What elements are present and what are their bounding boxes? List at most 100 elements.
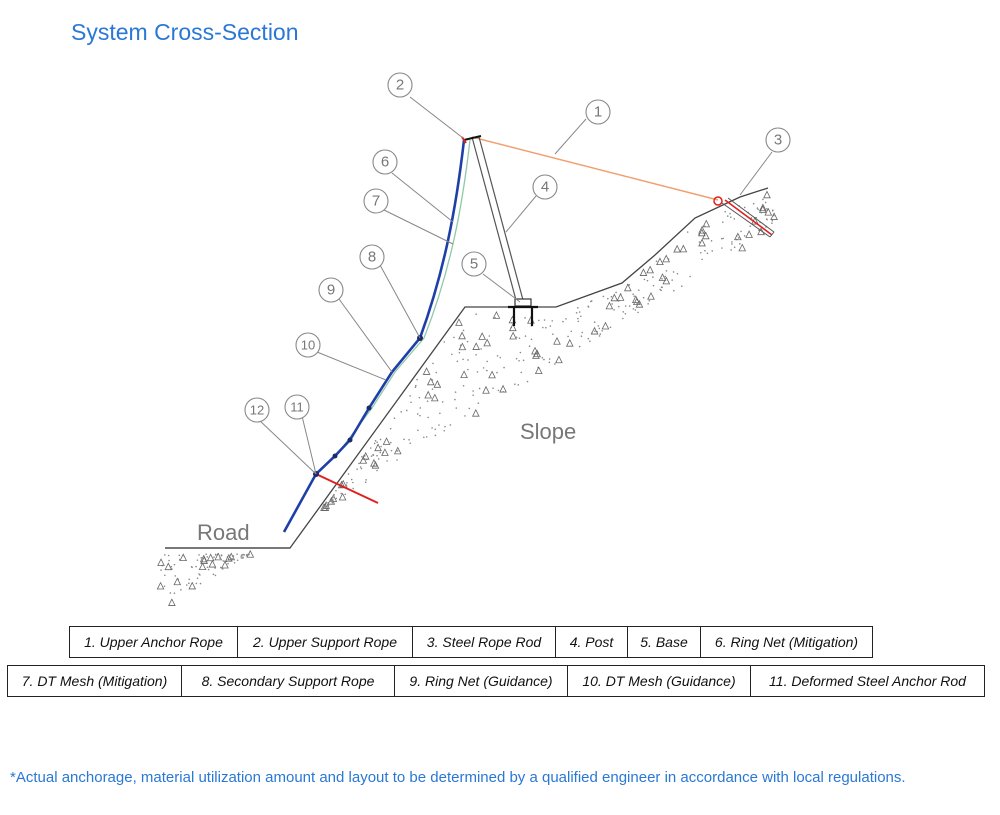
ground-texture-dot (466, 340, 469, 343)
ground-texture-dot (196, 559, 199, 561)
page-title: System Cross-Section (71, 19, 299, 45)
ground-texture-dot (190, 566, 193, 568)
ground-texture-triangle (483, 338, 492, 347)
callout-11-label: 11 (290, 400, 304, 415)
ground-texture-dot (680, 285, 683, 288)
ground-texture-dot (462, 358, 464, 361)
ground-texture-dot (577, 307, 579, 309)
ground-texture-triangle (553, 336, 561, 345)
ground-texture-dot (409, 395, 411, 397)
ground-texture-dot (548, 358, 551, 360)
ground-texture-dot (379, 451, 382, 454)
ground-texture-dot (652, 284, 655, 287)
ground-texture-dot (396, 450, 399, 452)
ground-texture-dot (478, 387, 481, 390)
callout-9 (318, 277, 344, 303)
ground-texture-dot (233, 561, 236, 564)
ground-texture-dot (185, 584, 188, 586)
ground-texture-dot (567, 335, 569, 338)
ground-texture-dot (389, 427, 392, 430)
ground-texture-dot (417, 429, 419, 432)
cross-section-diagram: 1 2 3 4 5 6 7 8 9 10 11 12 Road Slope (156, 72, 791, 606)
callout-2 (387, 72, 413, 98)
ground-texture-dot (488, 335, 491, 337)
callout-10-label: 10 (301, 338, 315, 353)
ground-texture-dot (454, 391, 457, 393)
ground-texture-dot (660, 286, 663, 289)
ground-texture-dot (541, 357, 544, 359)
ground-texture-dot (542, 326, 544, 329)
ground-texture-dot (331, 501, 334, 504)
legend-item-ring-net-guidance: 9. Ring Net (Guidance) (395, 666, 568, 696)
road-label: Road (197, 520, 250, 545)
callout-3 (765, 127, 791, 153)
ground-texture-triangle (221, 560, 229, 569)
ground-texture-dot (722, 221, 724, 223)
ground-texture-dot (609, 326, 612, 329)
ground-texture-triangle (198, 562, 207, 571)
ground-texture-dot (240, 555, 243, 557)
ground-texture-dot (729, 212, 731, 215)
ground-texture-triangle (509, 331, 517, 340)
ground-texture-dot (236, 559, 239, 562)
ground-texture-dot (698, 241, 701, 243)
ground-texture-dot (570, 330, 573, 333)
ground-texture-dot (377, 458, 380, 460)
ground-texture-dot (738, 243, 741, 245)
ground-texture-dot (332, 499, 334, 501)
ground-texture-triangle (460, 370, 468, 379)
ground-texture-dot (637, 311, 639, 314)
ground-texture-triangle (426, 377, 435, 386)
ground-texture-dot (637, 289, 640, 291)
callout-numbers: 1 2 3 4 5 6 7 8 9 10 11 12 (250, 77, 782, 418)
ground-texture-dot (195, 565, 197, 568)
ground-texture-dot (590, 332, 593, 334)
ground-texture-dot (581, 331, 583, 334)
ground-texture-dot (733, 246, 736, 249)
steel-rope-rod (721, 197, 775, 238)
ground-texture-dot (580, 335, 583, 338)
ground-texture-dot (510, 321, 513, 324)
callout-7 (363, 188, 389, 214)
ground-texture-dot (589, 340, 591, 343)
ground-texture-triangle (338, 492, 347, 501)
ground-texture-dot (416, 378, 418, 381)
ground-texture-dot (340, 492, 343, 495)
ground-texture-dot (578, 311, 581, 313)
ground-texture-dot (486, 360, 488, 363)
footnote: *Actual anchorage, material utilization … (10, 769, 906, 786)
ground-texture-dot (617, 305, 620, 308)
ground-texture-dot (771, 209, 774, 212)
ground-texture-dot (409, 442, 412, 444)
callout-6 (372, 149, 398, 175)
ground-texture-triangle (679, 244, 688, 253)
ground-texture-dot (393, 417, 396, 419)
ground-surface (165, 187, 769, 549)
ground-texture-dot (472, 390, 474, 392)
ground-texture-triangle (168, 598, 176, 606)
ground-texture-triangle (224, 553, 233, 562)
ground-texture-dot (346, 481, 348, 484)
ground-texture-dot (410, 401, 412, 404)
ground-texture-dot (624, 312, 627, 315)
ground-texture-dot (467, 368, 469, 371)
ground-texture-triangle (533, 349, 541, 358)
ground-texture-dot (652, 276, 654, 278)
ground-texture-dot (358, 462, 360, 465)
ground-texture-triangle (698, 238, 706, 247)
ground-texture-dot (441, 401, 444, 403)
ground-texture-triangle (632, 297, 641, 306)
legend-item-dt-mesh-guidance: 10. DT Mesh (Guidance) (568, 666, 751, 696)
ground-texture-dot (596, 331, 599, 333)
ground-texture-dot (642, 296, 645, 299)
callout-12 (244, 397, 270, 423)
ground-texture-dot (364, 481, 367, 484)
ground-texture-dot (497, 389, 500, 392)
ground-texture-dot (737, 237, 740, 239)
ground-texture-dot (163, 554, 166, 556)
ground-texture-dot (326, 505, 329, 508)
ground-texture-dot (376, 441, 378, 443)
ground-texture-dot (227, 562, 229, 565)
ground-texture-dot (236, 553, 238, 555)
ground-texture-dot (524, 335, 527, 337)
